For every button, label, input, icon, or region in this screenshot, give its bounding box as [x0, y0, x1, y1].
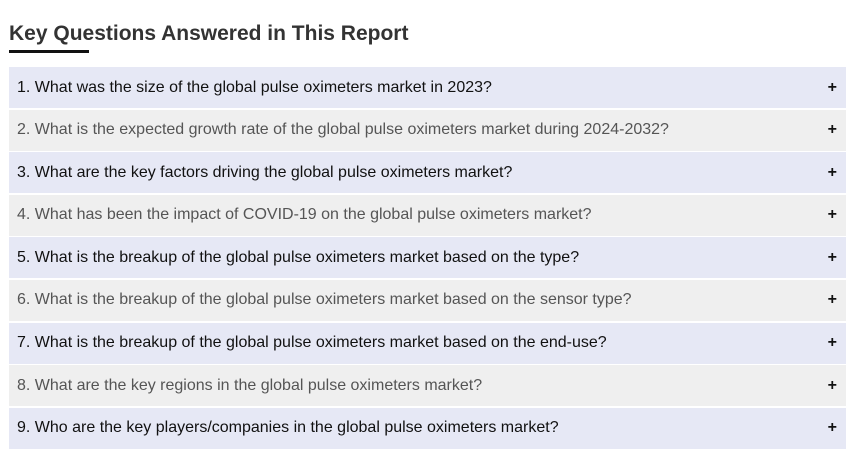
- faq-item-1[interactable]: 1. What was the size of the global pulse…: [9, 67, 846, 108]
- faq-item-4[interactable]: 4. What has been the impact of COVID-19 …: [9, 194, 846, 236]
- section-header: Key Questions Answered in This Report: [9, 20, 408, 48]
- plus-icon[interactable]: +: [827, 376, 837, 394]
- faq-item-6[interactable]: 6. What is the breakup of the global pul…: [9, 279, 846, 321]
- plus-icon[interactable]: +: [827, 419, 837, 437]
- faq-question: 1. What was the size of the global pulse…: [17, 78, 492, 96]
- title-underline: [9, 50, 89, 53]
- faq-item-7[interactable]: 7. What is the breakup of the global pul…: [9, 322, 846, 364]
- faq-question: 2. What is the expected growth rate of t…: [17, 121, 669, 139]
- section-title: Key Questions Answered in This Report: [9, 22, 409, 45]
- faq-question: 4. What has been the impact of COVID-19 …: [17, 206, 592, 224]
- faq-question: 8. What are the key regions in the globa…: [17, 376, 483, 394]
- plus-icon[interactable]: +: [827, 78, 837, 96]
- plus-icon[interactable]: +: [827, 291, 837, 309]
- faq-accordion: 1. What was the size of the global pulse…: [9, 67, 846, 450]
- faq-question: 3. What are the key factors driving the …: [17, 163, 513, 181]
- plus-icon[interactable]: +: [827, 206, 837, 224]
- faq-question: 6. What is the breakup of the global pul…: [17, 291, 632, 309]
- faq-item-2[interactable]: 2. What is the expected growth rate of t…: [9, 109, 846, 151]
- plus-icon[interactable]: +: [827, 163, 837, 181]
- plus-icon[interactable]: +: [827, 121, 837, 139]
- faq-question: 5. What is the breakup of the global pul…: [17, 248, 580, 266]
- faq-item-9[interactable]: 9. Who are the key players/companies in …: [9, 407, 846, 449]
- faq-item-3[interactable]: 3. What are the key factors driving the …: [9, 152, 846, 194]
- faq-item-5[interactable]: 5. What is the breakup of the global pul…: [9, 237, 846, 279]
- faq-question: 9. Who are the key players/companies in …: [17, 419, 559, 437]
- faq-item-8[interactable]: 8. What are the key regions in the globa…: [9, 365, 846, 407]
- faq-question: 7. What is the breakup of the global pul…: [17, 334, 607, 352]
- plus-icon[interactable]: +: [827, 334, 837, 352]
- plus-icon[interactable]: +: [827, 248, 837, 266]
